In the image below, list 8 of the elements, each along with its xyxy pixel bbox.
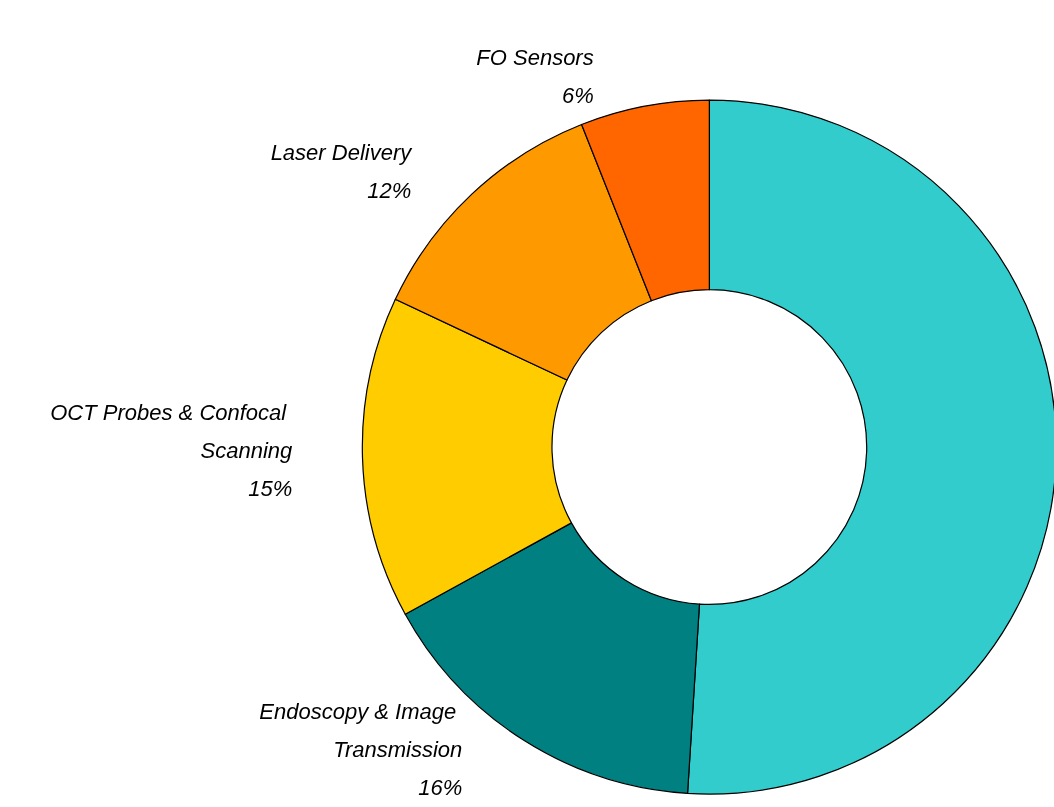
slice-label: Endoscopy & Image Transmission	[259, 698, 463, 762]
data-label: 6%	[561, 83, 594, 109]
data-label: 15%	[248, 475, 293, 501]
data-label: 16%	[418, 774, 463, 800]
slice-label: FO Sensors	[476, 45, 594, 71]
data-label: 12%	[367, 178, 412, 204]
slice-label: Laser Delivery	[270, 140, 414, 166]
slice-label: OCT Probes & Confocal Scanning	[50, 399, 294, 463]
